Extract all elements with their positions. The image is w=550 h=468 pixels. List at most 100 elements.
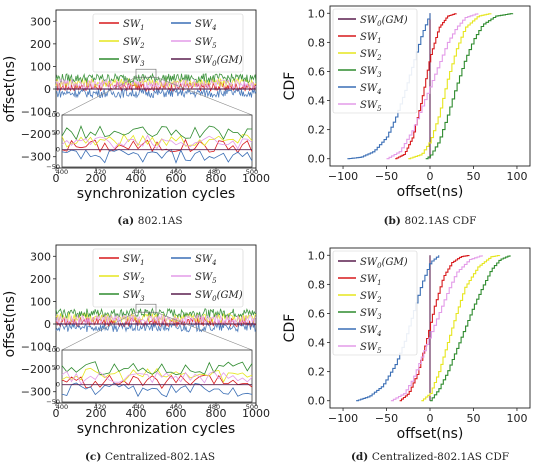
legend-label-sw1: SW1: [360, 274, 382, 287]
x-tick-label: −50: [375, 412, 398, 425]
y-tick-label: 0.0: [308, 153, 326, 166]
legend-label-sw2: SW2: [123, 272, 145, 285]
x-axis-label: synchronization cycles: [77, 421, 235, 437]
y-tick-label: −100: [21, 341, 51, 354]
x-tick-label: 0: [53, 407, 60, 420]
legend-box: [92, 248, 244, 308]
inset-y-tick-label: 0: [56, 381, 60, 389]
y-tick-label: 0.8: [308, 278, 326, 291]
series-line-sw3: [55, 72, 257, 84]
y-tick-label: 0.0: [308, 395, 326, 408]
inset-y-tick-label: −50: [46, 398, 60, 406]
zoom-connector: [61, 76, 137, 116]
y-tick-label: 0.2: [308, 366, 326, 379]
panel-a: 0 200 400 600 800 10003002001000−100−200−300S…: [2, 9, 270, 202]
y-tick-label: 200: [30, 38, 51, 51]
x-tick-label: −100: [328, 170, 358, 183]
y-tick-label: 0.6: [308, 307, 326, 320]
y-tick-label: 300: [30, 250, 51, 263]
inset-y-tick-label: 50: [52, 128, 60, 136]
x-axis-label: offset(ns): [397, 426, 464, 442]
legend-label-sw0: SW0(GM): [195, 55, 243, 68]
legend-box: [92, 13, 244, 73]
x-tick-label: 50: [466, 170, 480, 183]
legend-label-sw3: SW3: [360, 66, 382, 79]
legend-label-sw1: SW1: [123, 254, 145, 267]
x-tick-label: 600: [166, 172, 187, 185]
legend-label-sw2: SW2: [360, 291, 382, 304]
legend-label-sw0: SW0(GM): [360, 257, 408, 270]
inset-x-tick-label: 500: [246, 168, 258, 176]
inset-x-tick-label: 480: [208, 403, 220, 411]
zoom-connector: [155, 76, 253, 116]
legend-label-sw5: SW5: [360, 100, 382, 113]
inset-frame: [61, 349, 253, 403]
cdf-line-sw3: [425, 13, 514, 160]
x-tick-label: 800: [206, 407, 227, 420]
y-tick-label: 0.6: [308, 65, 326, 78]
y-axis-label: offset(ns): [2, 291, 18, 358]
cdf-line-sw2: [421, 255, 501, 402]
y-tick-label: 100: [30, 60, 51, 73]
inset-line-sw3: [61, 125, 253, 141]
legend-label-sw1: SW1: [123, 19, 145, 32]
x-tick-label: 200: [86, 407, 107, 420]
caption-d: (d) Centralized-802.1AS CDF: [351, 451, 509, 463]
y-tick-label: 0: [44, 83, 51, 96]
x-axis-label: offset(ns): [397, 184, 464, 200]
y-tick-label: 0.4: [308, 95, 326, 108]
caption-a: (a) 802.1AS: [117, 215, 182, 227]
inset-x-tick-label: 440: [132, 403, 144, 411]
cdf-line-sw5: [386, 13, 479, 160]
y-tick-label: −300: [21, 151, 51, 164]
legend-label-sw2: SW2: [123, 37, 145, 50]
cdf-line-sw3: [430, 255, 511, 402]
legend: SW0(GM) SW1 SW2 SW3 SW4 SW5: [332, 8, 418, 114]
legend-label-sw3: SW3: [123, 55, 145, 68]
cdf-line-sw4: [356, 255, 440, 402]
inset-x-tick-label: 400: [56, 168, 68, 176]
legend-label-sw5: SW5: [360, 342, 382, 355]
zoom-region: [135, 303, 157, 313]
y-axis-label: CDF: [282, 72, 298, 101]
caption-b: (b) 802.1AS CDF: [384, 215, 477, 227]
x-tick-label: 800: [206, 172, 227, 185]
x-axis-label: synchronization cycles: [77, 186, 235, 202]
legend-label-sw2: SW2: [360, 49, 382, 62]
y-tick-label: 0.2: [308, 124, 326, 137]
zoom-region: [135, 68, 157, 78]
inset-line-sw1: [61, 374, 253, 389]
y-tick-label: −200: [21, 363, 51, 376]
x-tick-label: 50: [466, 412, 480, 425]
inset-line-sw5: [61, 370, 253, 385]
cdf-line-sw5: [390, 255, 483, 402]
y-tick-label: 300: [30, 15, 51, 28]
inset-line-sw2: [61, 367, 253, 383]
y-tick-label: 1.0: [308, 7, 326, 20]
inset-x-tick-label: 400: [56, 403, 68, 411]
inset-y-tick-label: −50: [46, 163, 60, 171]
x-tick-label: −50: [375, 170, 398, 183]
cdf-line-sw2: [408, 13, 492, 160]
inset-x-tick-label: 440: [132, 168, 144, 176]
x-tick-label: 400: [126, 407, 147, 420]
legend-label-sw1: SW1: [360, 32, 382, 45]
y-tick-label: 0: [44, 318, 51, 331]
inset-x-tick-label: 420: [94, 168, 106, 176]
legend-label-sw4: SW4: [195, 19, 217, 32]
legend: SW0(GM) SW1 SW2 SW3 SW4 SW5: [332, 250, 418, 356]
y-tick-label: 0.4: [308, 337, 326, 350]
inset-y-tick-label: 100: [48, 346, 60, 354]
legend-label-sw3: SW3: [360, 308, 382, 321]
x-tick-label: 200: [86, 172, 107, 185]
y-tick-label: 200: [30, 273, 51, 286]
x-tick-label: 1000: [242, 172, 270, 185]
panel-c: 0 200 400 600 800 10003002001000−100−200−300S…: [2, 244, 270, 437]
inset-x-tick-label: 420: [94, 403, 106, 411]
legend-label-sw0: SW0(GM): [360, 15, 408, 28]
inset-x-tick-label: 480: [208, 168, 220, 176]
y-tick-label: 1.0: [308, 249, 326, 262]
x-tick-label: 100: [506, 170, 527, 183]
